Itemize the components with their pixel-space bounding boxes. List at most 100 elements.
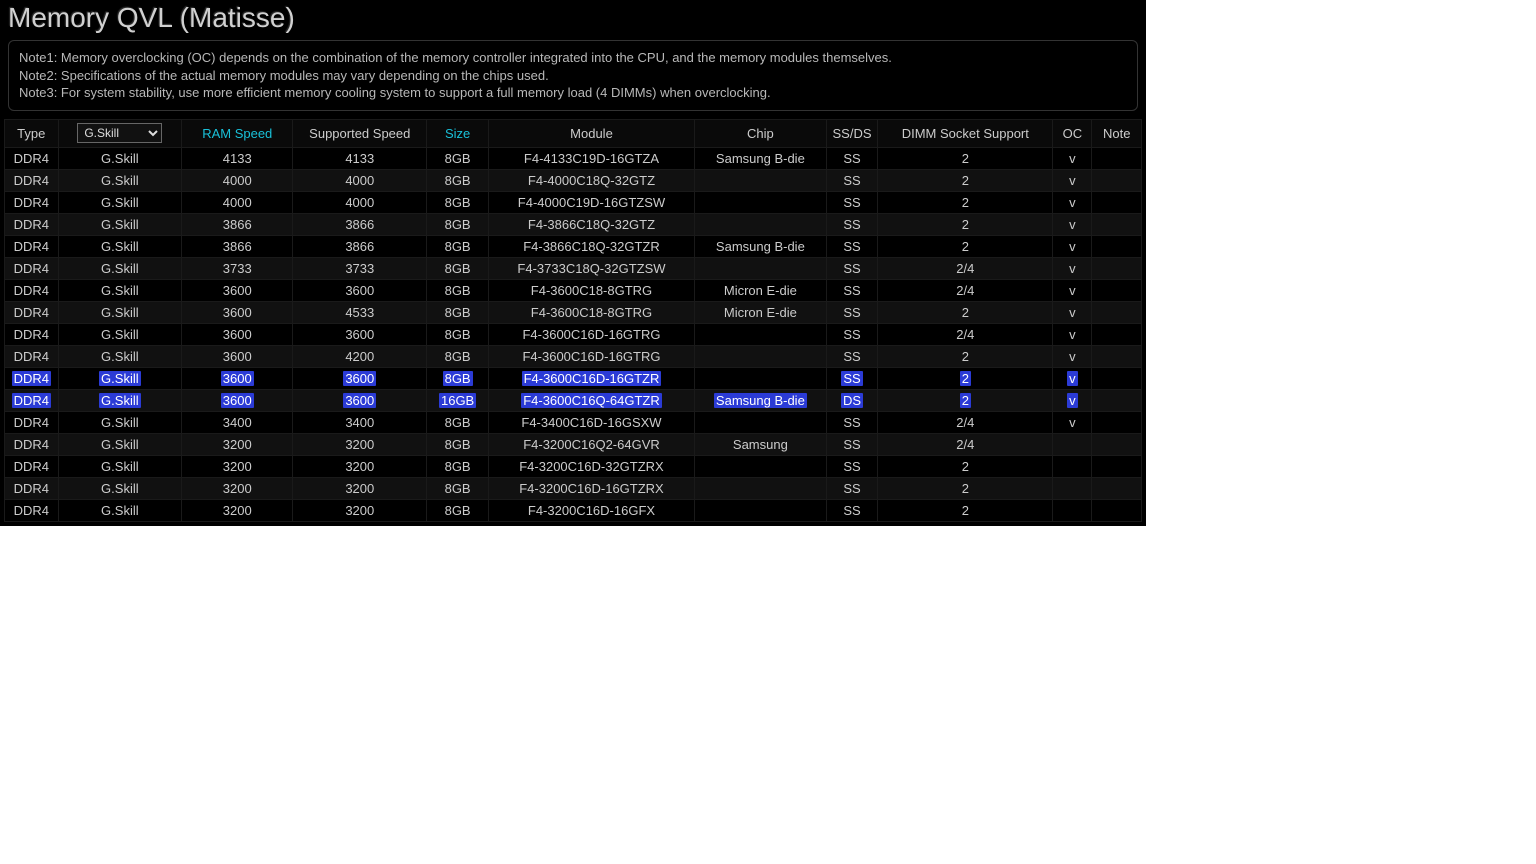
cell-note (1092, 367, 1142, 389)
cell-mod: F4-3600C16D-16GTZR (489, 367, 695, 389)
column-header-ram[interactable]: RAM Speed (182, 119, 293, 147)
cell-ssds: SS (826, 191, 877, 213)
cell-note (1092, 455, 1142, 477)
cell-dimm: 2 (878, 345, 1053, 367)
cell-note (1092, 279, 1142, 301)
cell-size: 8GB (427, 279, 489, 301)
cell-ssds: SS (826, 279, 877, 301)
cell-ram: 3600 (182, 367, 293, 389)
cell-vendor: G.Skill (58, 411, 182, 433)
cell-sup: 3600 (293, 323, 427, 345)
cell-chip (694, 169, 826, 191)
table-row: DDR4G.Skill400040008GBF4-4000C19D-16GTZS… (5, 191, 1142, 213)
cell-dimm: 2 (878, 499, 1053, 521)
cell-sup: 4000 (293, 169, 427, 191)
cell-ssds: SS (826, 455, 877, 477)
cell-dimm: 2/4 (878, 279, 1053, 301)
cell-chip (694, 257, 826, 279)
column-header-dimm: DIMM Socket Support (878, 119, 1053, 147)
cell-sup: 3600 (293, 389, 427, 411)
cell-vendor: G.Skill (58, 455, 182, 477)
page-title: Memory QVL (Matisse) (4, 0, 1142, 40)
cell-mod: F4-3866C18Q-32GTZ (489, 213, 695, 235)
cell-note (1092, 301, 1142, 323)
cell-dimm: 2 (878, 191, 1053, 213)
cell-ram: 3866 (182, 235, 293, 257)
cell-sup: 3400 (293, 411, 427, 433)
cell-chip (694, 455, 826, 477)
cell-type: DDR4 (5, 257, 59, 279)
cell-note (1092, 433, 1142, 455)
cell-mod: F4-4133C19D-16GTZA (489, 147, 695, 169)
table-row: DDR4G.Skill320032008GBF4-3200C16D-16GTZR… (5, 477, 1142, 499)
table-body: DDR4G.Skill413341338GBF4-4133C19D-16GTZA… (5, 147, 1142, 521)
cell-oc: v (1053, 367, 1092, 389)
cell-sup: 3200 (293, 433, 427, 455)
cell-oc (1053, 433, 1092, 455)
cell-chip (694, 477, 826, 499)
cell-ram: 3600 (182, 389, 293, 411)
cell-chip: Samsung B-die (694, 147, 826, 169)
cell-vendor: G.Skill (58, 367, 182, 389)
table-row: DDR4G.Skill360042008GBF4-3600C16D-16GTRG… (5, 345, 1142, 367)
cell-type: DDR4 (5, 477, 59, 499)
cell-dimm: 2 (878, 213, 1053, 235)
cell-note (1092, 323, 1142, 345)
cell-sup: 4133 (293, 147, 427, 169)
cell-vendor: G.Skill (58, 323, 182, 345)
cell-note (1092, 257, 1142, 279)
column-header-type: Type (5, 119, 59, 147)
cell-note (1092, 389, 1142, 411)
table-row: DDR4G.Skill320032008GBF4-3200C16D-16GFXS… (5, 499, 1142, 521)
table-row: DDR4G.Skill360045338GBF4-3600C18-8GTRGMi… (5, 301, 1142, 323)
cell-type: DDR4 (5, 411, 59, 433)
cell-sup: 3600 (293, 279, 427, 301)
column-header-vendor[interactable]: G.Skill (58, 119, 182, 147)
cell-sup: 4533 (293, 301, 427, 323)
cell-mod: F4-4000C19D-16GTZSW (489, 191, 695, 213)
cell-note (1092, 345, 1142, 367)
cell-note (1092, 235, 1142, 257)
cell-mod: F4-3200C16D-16GTZRX (489, 477, 695, 499)
cell-chip (694, 213, 826, 235)
cell-ssds: SS (826, 257, 877, 279)
cell-type: DDR4 (5, 235, 59, 257)
cell-chip: Samsung B-die (694, 389, 826, 411)
cell-vendor: G.Skill (58, 477, 182, 499)
cell-size: 8GB (427, 191, 489, 213)
column-header-size[interactable]: Size (427, 119, 489, 147)
cell-oc: v (1053, 345, 1092, 367)
cell-sup: 3200 (293, 477, 427, 499)
cell-ssds: DS (826, 389, 877, 411)
cell-mod: F4-3600C18-8GTRG (489, 301, 695, 323)
cell-oc: v (1053, 389, 1092, 411)
table-row: DDR4G.Skill360036008GBF4-3600C18-8GTRGMi… (5, 279, 1142, 301)
cell-sup: 4000 (293, 191, 427, 213)
note-line: Note2: Specifications of the actual memo… (19, 67, 1127, 85)
cell-type: DDR4 (5, 433, 59, 455)
cell-oc: v (1053, 169, 1092, 191)
cell-oc: v (1053, 213, 1092, 235)
cell-mod: F4-4000C18Q-32GTZ (489, 169, 695, 191)
cell-sup: 3866 (293, 213, 427, 235)
cell-chip: Samsung B-die (694, 235, 826, 257)
table-row: DDR4G.Skill386638668GBF4-3866C18Q-32GTZS… (5, 213, 1142, 235)
cell-size: 8GB (427, 147, 489, 169)
cell-size: 8GB (427, 455, 489, 477)
cell-oc (1053, 455, 1092, 477)
cell-ssds: SS (826, 411, 877, 433)
cell-chip (694, 367, 826, 389)
cell-mod: F4-3733C18Q-32GTZSW (489, 257, 695, 279)
cell-size: 8GB (427, 411, 489, 433)
cell-ssds: SS (826, 499, 877, 521)
cell-size: 8GB (427, 367, 489, 389)
cell-ssds: SS (826, 433, 877, 455)
vendor-filter-select[interactable]: G.Skill (77, 123, 162, 143)
table-row: DDR4G.Skill320032008GBF4-3200C16Q2-64GVR… (5, 433, 1142, 455)
cell-oc: v (1053, 301, 1092, 323)
cell-vendor: G.Skill (58, 433, 182, 455)
cell-type: DDR4 (5, 323, 59, 345)
cell-vendor: G.Skill (58, 191, 182, 213)
cell-chip (694, 323, 826, 345)
cell-ssds: SS (826, 367, 877, 389)
